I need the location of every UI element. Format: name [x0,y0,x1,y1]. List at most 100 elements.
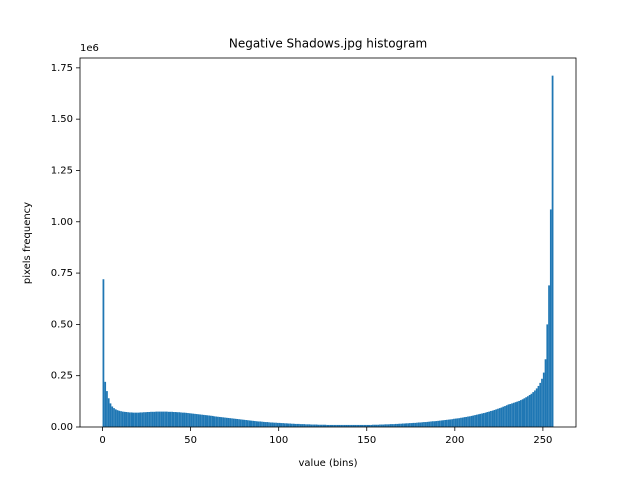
x-tick-label: 0 [99,435,105,446]
bar [278,422,281,427]
bar [449,419,452,427]
bar [387,424,390,427]
bar [174,412,177,427]
bar [317,424,320,427]
bar [299,424,302,427]
bar [479,413,482,427]
bar [490,410,492,427]
bar [239,419,242,427]
bar [386,424,388,427]
x-tick-label: 250 [533,435,552,446]
bar [164,411,166,427]
bar [440,420,443,427]
bar [343,424,346,427]
bar [375,424,378,427]
bar [414,422,417,427]
y-axis-label: pixels frequency [22,202,33,284]
bar [125,412,128,427]
bar [308,424,311,427]
bar [287,423,290,427]
bar [347,424,350,427]
bar [241,419,244,427]
bar [289,423,292,427]
x-tick-label: 100 [269,435,288,446]
bar [354,424,357,427]
bar [521,399,524,427]
bar [504,406,506,427]
bar [430,421,432,427]
bar [537,385,540,427]
bar [331,424,334,427]
bar [518,400,520,427]
bar [218,416,221,427]
bar [454,418,457,427]
bar [144,412,147,427]
bar [352,424,355,427]
bar [329,424,332,427]
bar [493,409,496,427]
bar [484,412,487,427]
chart-title: Negative Shadows.jpg histogram [229,37,427,51]
bar [310,424,313,427]
bar [403,423,406,427]
bar [291,423,293,427]
bar [356,424,358,427]
bar [171,411,173,427]
bar [512,402,515,427]
bar [419,422,422,427]
bar [220,417,223,427]
bar [527,396,529,427]
bar [463,417,466,427]
bar [107,398,110,427]
bar [410,423,413,427]
bar [169,411,172,427]
bar [197,414,200,427]
bar [134,412,137,427]
bar [542,372,545,427]
bar [111,406,114,427]
bar [389,424,392,427]
bar [283,423,286,427]
bar [523,398,526,427]
bar [456,418,459,427]
bar [548,285,550,427]
bar [211,415,214,427]
bar [477,414,480,427]
bar [426,421,429,427]
bar [236,418,239,427]
bar [514,402,517,427]
bar [423,422,425,427]
bar [535,388,538,427]
bar [394,423,397,427]
bar [257,421,260,427]
x-tick-label: 200 [445,435,464,446]
bar [393,424,395,427]
x-axis-label: value (bins) [299,458,358,469]
y-tick-label: 0.25 [51,371,73,382]
bar [498,408,501,427]
plot-frame [79,57,577,428]
bar [136,412,138,427]
bar [225,417,228,427]
bar [509,404,512,427]
bar [502,406,505,427]
bar [209,415,212,427]
bar [335,424,337,427]
bar [361,424,364,427]
bar [151,411,154,427]
bar [292,423,295,427]
bar [340,424,343,427]
bar [139,412,142,427]
bar [475,414,478,427]
bar [421,422,424,427]
bar [507,404,510,427]
bar [208,415,210,427]
bar [185,412,188,427]
bar [438,420,441,427]
bar [245,420,247,427]
bar [528,394,531,427]
bar [234,418,237,427]
bar [232,418,235,427]
bar [401,423,404,427]
